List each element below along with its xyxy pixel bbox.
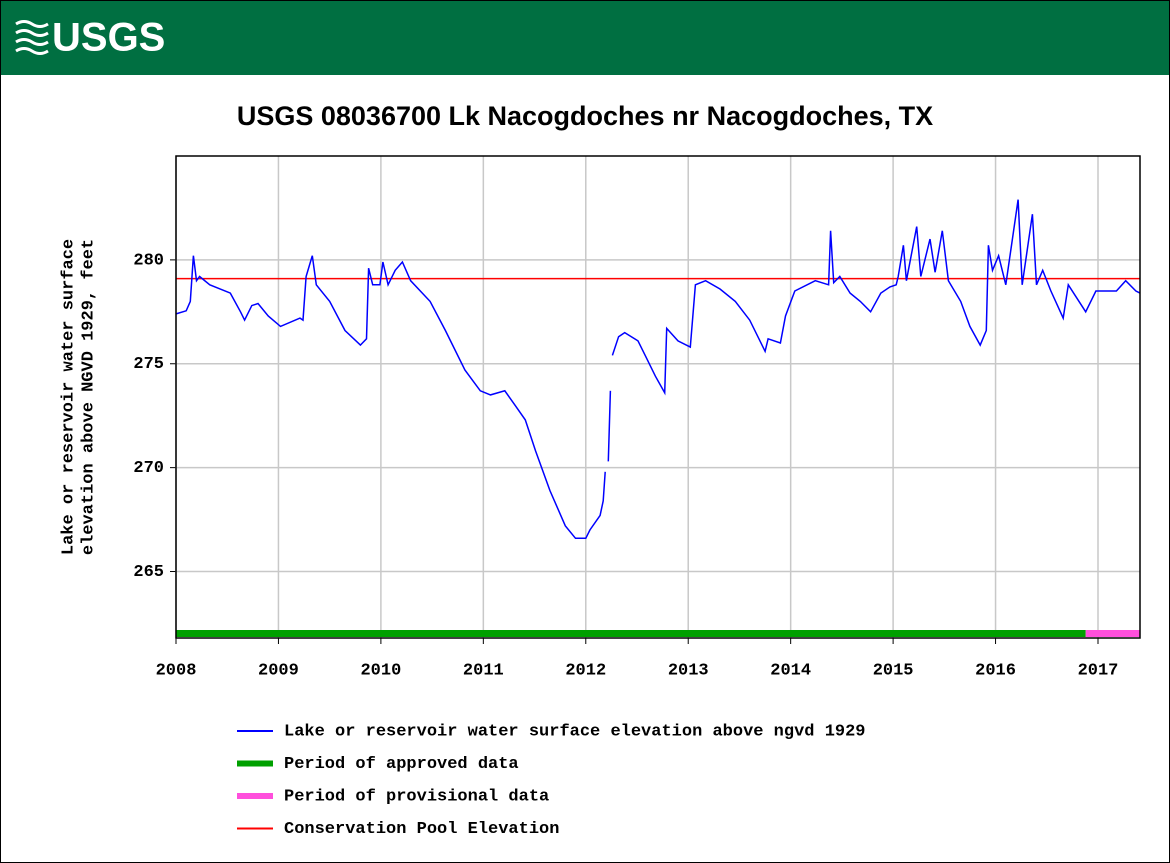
x-tick-label: 2008 [156, 661, 197, 680]
y-tick-label: 265 [133, 563, 164, 582]
series-line [175, 199, 1141, 540]
plot-area [176, 156, 1140, 638]
x-tick-label: 2016 [975, 661, 1016, 680]
y-axis-label: Lake or reservoir water surface [59, 239, 78, 555]
y-axis-label: elevation above NGVD 1929, feet [79, 239, 98, 555]
y-tick-label: 270 [133, 459, 164, 478]
x-tick-label: 2014 [770, 661, 811, 680]
x-tick-label: 2015 [873, 661, 914, 680]
x-tick-label: 2011 [463, 661, 504, 680]
legend-label: Lake or reservoir water surface elevatio… [284, 722, 866, 741]
logo: USGS [52, 16, 165, 60]
header-bar [1, 1, 1169, 75]
period-bar [176, 630, 1086, 637]
legend-label: Period of provisional data [284, 787, 549, 806]
plot-frame [175, 155, 1141, 639]
logo-icon [15, 20, 49, 55]
period-bar [1085, 630, 1140, 637]
x-tick-label: 2009 [258, 661, 299, 680]
legend-label: Conservation Pool Elevation [284, 820, 559, 839]
x-tick-label: 2013 [668, 661, 709, 680]
x-tick-label: 2010 [360, 661, 401, 680]
legend-label: Period of approved data [284, 755, 519, 774]
y-tick-label: 275 [133, 355, 164, 374]
x-tick-label: 2012 [565, 661, 606, 680]
x-tick-label: 2017 [1078, 661, 1119, 680]
y-tick-label: 280 [133, 251, 164, 270]
chart-title: USGS 08036700 Lk Nacogdoches nr Nacogdoc… [237, 101, 933, 131]
